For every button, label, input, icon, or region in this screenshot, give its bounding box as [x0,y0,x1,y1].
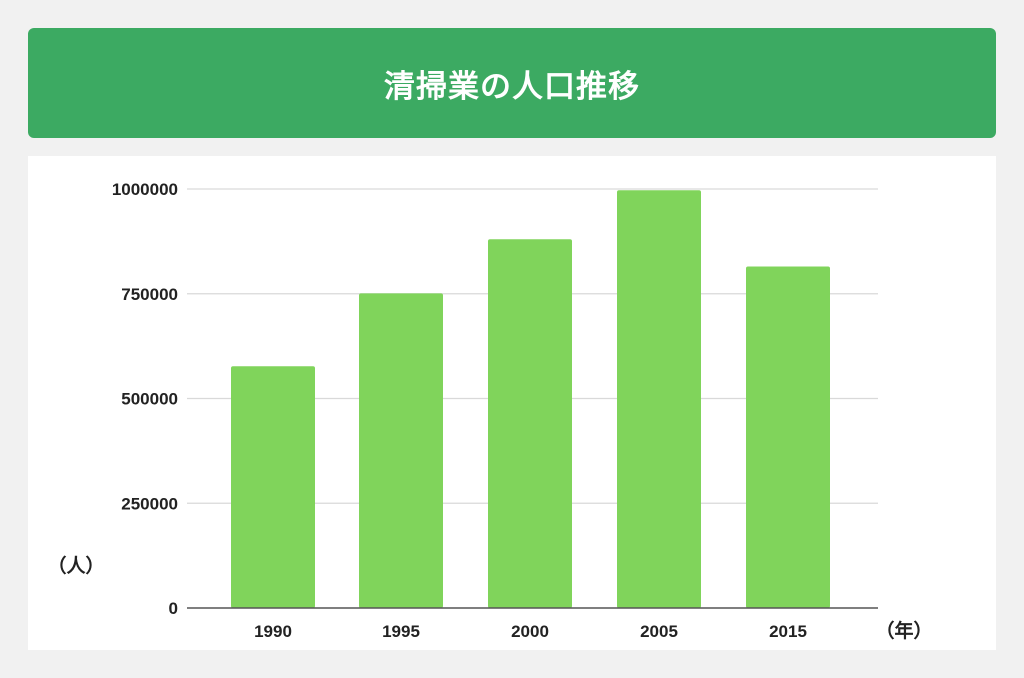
y-tick-labels: 0 250000 500000 750000 1000000 [112,180,178,618]
y-axis-unit-label: （人） [47,554,104,577]
x-tick-label: 1990 [254,622,292,641]
bars [231,190,830,608]
x-tick-labels: 1990 1995 2000 2005 2015 [254,622,807,641]
x-axis-unit-label: （年） [875,619,932,642]
y-tick-label: 500000 [121,390,178,409]
x-tick-label: 2000 [511,622,549,641]
bar-1995 [359,293,443,608]
bar-1990 [231,366,315,608]
y-tick-label: 0 [169,599,178,618]
x-tick-label: 1995 [382,622,420,641]
x-tick-label: 2005 [640,622,678,641]
y-tick-label: 1000000 [112,180,178,199]
chart-title-banner: 清掃業の人口推移 [28,28,996,138]
bar-2015 [746,266,830,608]
bar-2005 [617,190,701,608]
y-tick-label: 250000 [121,494,178,513]
x-tick-label: 2015 [769,622,807,641]
chart-title: 清掃業の人口推移 [384,68,640,105]
bar-2000 [488,239,572,608]
y-tick-label: 750000 [121,285,178,304]
